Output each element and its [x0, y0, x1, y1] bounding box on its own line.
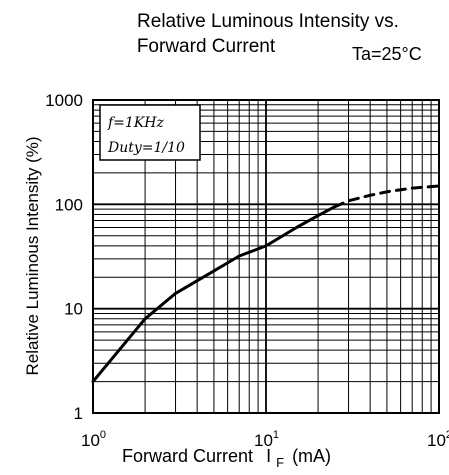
chart-title-line2: Forward Current [137, 36, 276, 57]
x-tick-label: 102 [427, 429, 449, 450]
chart-title-line1: Relative Luminous Intensity vs. [137, 11, 399, 32]
x-tick-exponent: 1 [273, 429, 279, 441]
x-tick-exponent: 0 [100, 429, 106, 441]
x-axis-label-symbol: I [266, 446, 271, 466]
legend-box [99, 104, 201, 161]
y-tick-label: 1 [74, 404, 83, 423]
grid [93, 100, 439, 413]
y-tick-label: 10 [64, 300, 83, 319]
curve-solid-segment [91, 205, 337, 384]
legend-line-2: Duty=1/10 [107, 140, 185, 156]
x-axis-label-subscript: F [276, 455, 284, 470]
x-tick-label: 100 [81, 429, 106, 450]
condition-label: Ta=25°C [352, 44, 422, 64]
x-axis-label-unit: (mA) [292, 446, 331, 466]
x-tick-exponent: 2 [446, 429, 449, 441]
x-axis-label: Forward Current I F (mA) [122, 446, 331, 471]
x-tick-base: 10 [254, 431, 273, 450]
y-tick-label: 1000 [45, 91, 83, 110]
x-axis-label-main: Forward Current [122, 446, 253, 466]
y-tick-label: 100 [55, 195, 83, 214]
curve-dashed-segment [333, 184, 441, 209]
x-tick-label: 101 [254, 429, 279, 450]
x-tick-base: 10 [81, 431, 100, 450]
series-group [91, 184, 441, 384]
x-tick-base: 10 [427, 431, 446, 450]
legend-line-1: f=1KHz [107, 115, 164, 131]
y-axis-label: Relative Luminous Intensity (%) [23, 136, 42, 375]
y-tick-labels: 1 10 100 1000 [45, 91, 83, 423]
plot-frame [92, 99, 440, 414]
x-tick-labels: 100 101 102 [81, 429, 449, 450]
